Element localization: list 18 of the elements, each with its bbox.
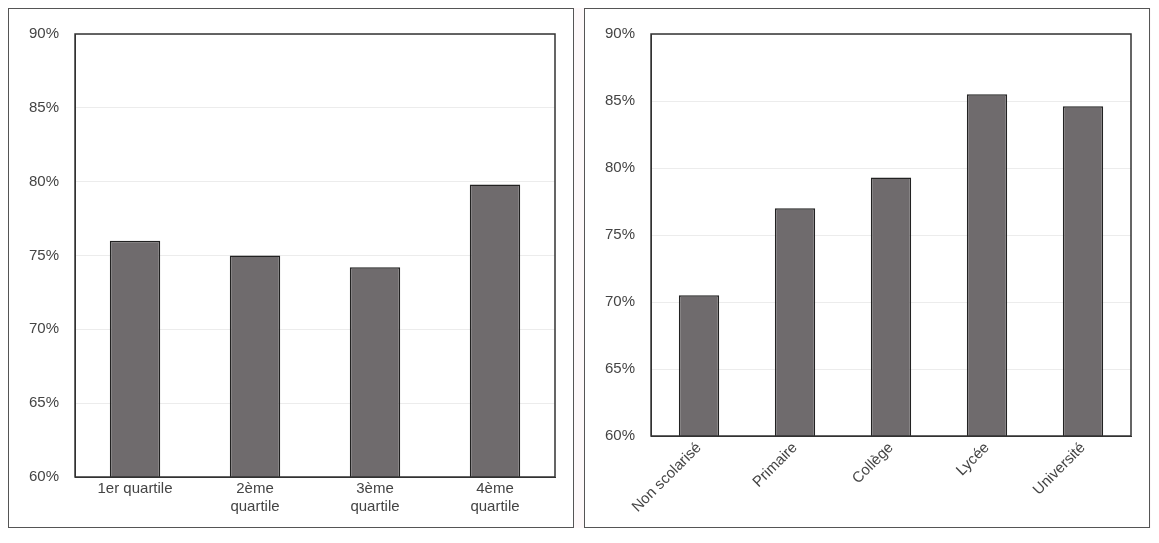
y-tick-label: 65% xyxy=(28,393,60,411)
y-tick-label: 60% xyxy=(28,467,60,485)
x-tick-label: 3ème quartile xyxy=(350,479,400,515)
x-tick-label: 4ème quartile xyxy=(470,479,520,515)
y-tick-label: 80% xyxy=(28,171,60,189)
y-tick-label: 90% xyxy=(28,24,60,42)
y-tick-label: 90% xyxy=(604,24,636,42)
x-tick-label: 2ème quartile xyxy=(230,479,280,515)
x-tick-label: 1er quartile xyxy=(97,479,173,497)
y-tick-label: 75% xyxy=(28,245,60,263)
y-tick-label: 65% xyxy=(604,359,636,377)
y-tick-label: 70% xyxy=(604,292,636,310)
y-tick-label: 75% xyxy=(604,225,636,243)
y-tick-label: 85% xyxy=(604,91,636,109)
y-tick-label: 60% xyxy=(604,426,636,444)
y-tick-label: 70% xyxy=(28,319,60,337)
y-tick-label: 85% xyxy=(28,97,60,115)
y-tick-label: 80% xyxy=(604,158,636,176)
